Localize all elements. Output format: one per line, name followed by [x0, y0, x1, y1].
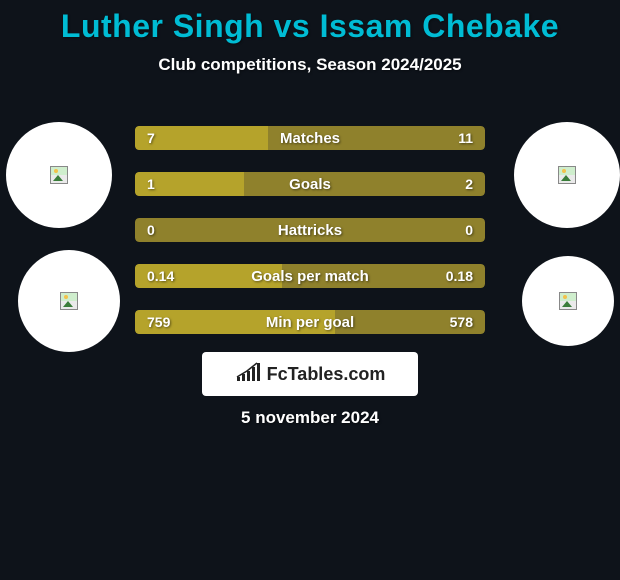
stat-label: Goals: [135, 172, 485, 196]
stat-row: 711Matches: [135, 126, 485, 150]
stat-label: Goals per match: [135, 264, 485, 288]
brand-bars-icon: [235, 361, 261, 388]
stat-row: 12Goals: [135, 172, 485, 196]
broken-image-icon: [60, 292, 78, 310]
comparison-card: Luther Singh vs Issam Chebake Club compe…: [0, 0, 620, 580]
stat-row: 0.140.18Goals per match: [135, 264, 485, 288]
page-title: Luther Singh vs Issam Chebake: [0, 0, 620, 45]
player2-avatar: [514, 122, 620, 228]
subtitle: Club competitions, Season 2024/2025: [0, 55, 620, 75]
broken-image-icon: [558, 166, 576, 184]
stats-bars: 711Matches 12Goals 00Hattricks 0.140.18Goal…: [135, 126, 485, 356]
player2-club-avatar: [522, 256, 614, 346]
stat-label: Hattricks: [135, 218, 485, 242]
stat-row: 00Hattricks: [135, 218, 485, 242]
broken-image-icon: [559, 292, 577, 310]
brand-box: FcTables.com: [202, 352, 418, 396]
date-text: 5 november 2024: [0, 408, 620, 428]
stat-row: 759578Min per goal: [135, 310, 485, 334]
stat-label: Min per goal: [135, 310, 485, 334]
player1-club-avatar: [18, 250, 120, 352]
stat-label: Matches: [135, 126, 485, 150]
broken-image-icon: [50, 166, 68, 184]
brand-text: FcTables.com: [267, 364, 386, 385]
player1-avatar: [6, 122, 112, 228]
